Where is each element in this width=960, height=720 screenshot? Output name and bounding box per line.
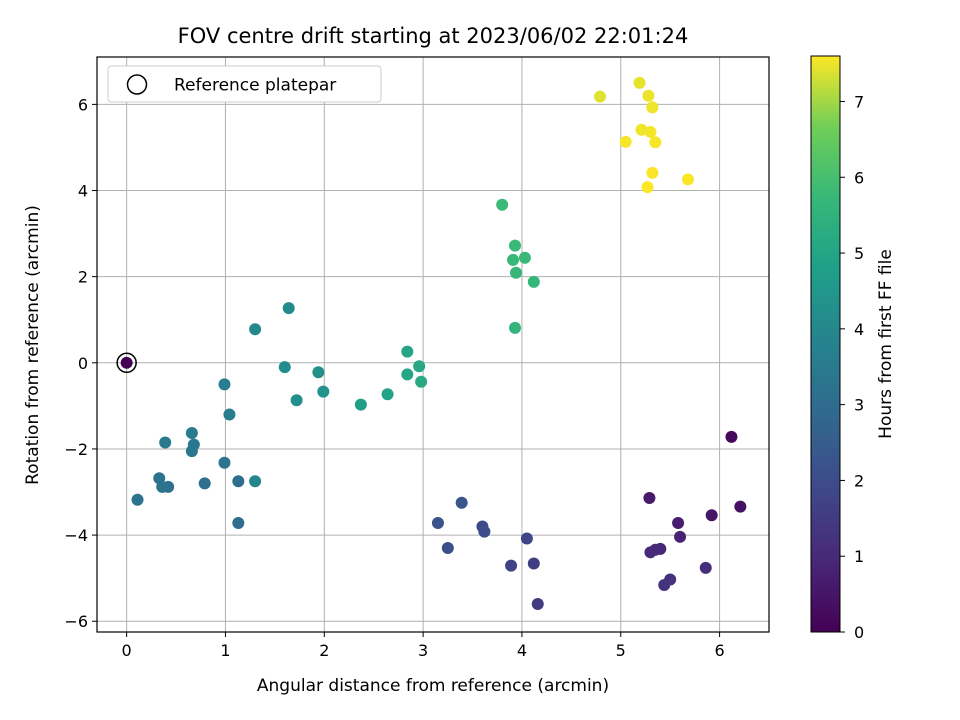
data-point <box>594 90 607 103</box>
data-point <box>312 366 325 379</box>
data-point <box>527 275 540 288</box>
colorbar-tick-label: 7 <box>854 92 864 111</box>
data-point <box>198 477 211 490</box>
x-tick-label: 6 <box>714 641 724 660</box>
data-point <box>505 559 518 572</box>
data-point <box>649 136 662 149</box>
data-point <box>232 475 245 488</box>
y-axis-label: Rotation from reference (arcmin) <box>23 205 43 485</box>
data-point <box>509 321 522 334</box>
data-point <box>725 430 738 443</box>
colorbar-tick-label: 3 <box>854 396 864 415</box>
data-point <box>317 385 330 398</box>
x-tick-label: 4 <box>517 641 527 660</box>
data-point <box>674 530 687 543</box>
data-point <box>153 472 166 485</box>
data-point <box>672 517 685 530</box>
x-tick-label: 5 <box>616 641 626 660</box>
data-point <box>354 398 367 411</box>
colorbar-tick-label: 5 <box>854 244 864 263</box>
colorbar-ticks: 0 1 2 3 4 5 6 7 <box>840 92 864 642</box>
colorbar-label: Hours from first FF file <box>876 249 896 439</box>
data-point <box>520 532 533 545</box>
data-point <box>455 496 468 509</box>
data-point <box>619 135 632 148</box>
data-point <box>644 546 657 559</box>
data-point <box>496 198 509 211</box>
x-tick-label: 2 <box>319 641 329 660</box>
data-point <box>415 375 428 388</box>
data-point <box>510 266 523 279</box>
legend-box <box>107 65 382 103</box>
colorbar-gradient <box>810 55 841 633</box>
data-point <box>441 542 454 555</box>
data-point <box>646 101 659 114</box>
data-point <box>509 239 522 252</box>
data-point <box>646 166 659 179</box>
grid-lines <box>97 57 769 632</box>
x-tick-label: 1 <box>220 641 230 660</box>
colorbar-tick-label: 2 <box>854 471 864 490</box>
data-point <box>641 181 654 194</box>
y-tick-label: 2 <box>78 268 88 287</box>
data-point <box>478 525 491 538</box>
data-point <box>381 388 394 401</box>
colorbar-tick-label: 0 <box>854 623 864 642</box>
data-point <box>681 173 694 186</box>
data-point <box>531 598 544 611</box>
data-point <box>232 517 245 530</box>
y-tick-label: −2 <box>64 440 88 459</box>
data-point <box>705 509 718 522</box>
data-point <box>734 500 747 513</box>
x-axis-label: Angular distance from reference (arcmin) <box>257 676 609 696</box>
x-axis-ticks: 0 1 2 3 4 5 6 <box>122 632 725 660</box>
plot-frame <box>96 56 770 633</box>
legend: Reference platepar <box>107 65 382 103</box>
data-point <box>644 125 657 138</box>
y-tick-label: −4 <box>64 526 88 545</box>
data-point <box>185 427 198 440</box>
data-point <box>401 345 414 358</box>
colorbar: 0 1 2 3 4 5 6 7 Hours from first FF file <box>810 55 896 642</box>
data-point <box>527 557 540 570</box>
y-tick-label: 0 <box>78 354 88 373</box>
data-point <box>518 251 531 264</box>
data-point <box>290 394 303 407</box>
data-point <box>278 361 291 374</box>
data-point <box>249 323 262 336</box>
colorbar-tick-label: 4 <box>854 320 864 339</box>
data-point <box>131 493 144 506</box>
data-point <box>401 368 414 381</box>
reference-marker <box>116 352 137 374</box>
data-point <box>507 253 520 266</box>
data-point <box>282 302 295 315</box>
data-point <box>249 475 262 488</box>
data-point <box>223 408 236 421</box>
data-point <box>633 76 646 89</box>
data-point <box>413 360 426 373</box>
data-point <box>431 517 444 530</box>
y-tick-label: 4 <box>78 182 88 201</box>
chart-title: FOV centre drift starting at 2023/06/02 … <box>178 24 689 48</box>
legend-marker-reference <box>126 74 148 95</box>
y-tick-label: −6 <box>64 612 88 631</box>
data-point <box>658 579 671 592</box>
x-tick-label: 0 <box>122 641 132 660</box>
data-point <box>187 438 200 451</box>
y-axis-ticks: −6 −4 −2 0 2 4 6 <box>64 95 97 631</box>
data-point <box>699 561 712 574</box>
data-point <box>218 456 231 469</box>
colorbar-tick-label: 1 <box>854 547 864 566</box>
data-point <box>642 89 655 102</box>
data-point <box>643 492 656 505</box>
colorbar-tick-label: 6 <box>854 168 864 187</box>
x-tick-label: 3 <box>418 641 428 660</box>
y-tick-label: 6 <box>78 95 88 114</box>
data-point <box>159 436 172 449</box>
data-points <box>116 76 747 611</box>
data-point <box>218 378 231 391</box>
legend-label-reference: Reference platepar <box>174 76 336 96</box>
data-point <box>120 356 133 369</box>
